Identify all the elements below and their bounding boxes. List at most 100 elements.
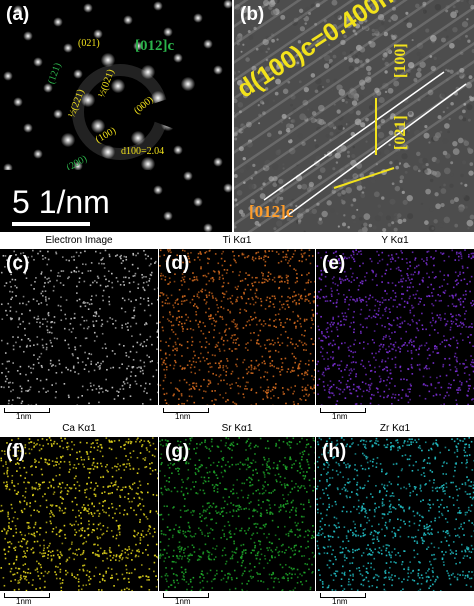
map-pixel <box>303 318 306 321</box>
map-pixel <box>69 463 71 466</box>
map-pixel <box>181 355 183 357</box>
map-pixel <box>389 311 391 314</box>
map-pixel <box>406 344 408 347</box>
map-pixel <box>389 372 392 375</box>
map-pixel <box>140 534 143 536</box>
map-pixel <box>259 345 262 348</box>
map-pixel <box>448 295 451 297</box>
map-pixel <box>63 383 66 385</box>
lattice-dot <box>365 140 368 143</box>
map-pixel <box>166 440 169 442</box>
map-pixel <box>326 300 329 302</box>
lattice-dot <box>399 187 404 192</box>
map-pixel <box>50 326 53 329</box>
map-pixel <box>383 380 385 382</box>
map-pixel <box>246 440 248 442</box>
map-pixel <box>88 523 90 526</box>
lattice-dot <box>276 220 283 227</box>
map-pixel <box>7 511 9 514</box>
map-pixel <box>28 438 31 440</box>
map-pixel <box>206 524 208 527</box>
map-pixel <box>236 337 239 340</box>
map-pixel <box>392 299 395 301</box>
map-pixel <box>183 576 185 578</box>
map-pixel <box>161 301 164 303</box>
map-pixel <box>332 351 334 353</box>
map-pixel <box>129 440 132 443</box>
map-pixel <box>216 345 219 347</box>
lattice-dot <box>250 198 256 204</box>
lattice-dot <box>446 106 449 110</box>
map-pixel <box>268 305 270 308</box>
map-pixel <box>342 253 345 255</box>
map-pixel <box>219 315 222 318</box>
map-pixel <box>229 444 232 447</box>
lattice-dot <box>435 203 441 210</box>
map-pixel <box>61 497 64 500</box>
map-pixel <box>379 317 382 319</box>
map-pixel <box>56 457 58 460</box>
map-pixel <box>130 507 132 509</box>
map-pixel <box>458 324 461 327</box>
map-pixel <box>465 310 467 312</box>
map-pixel <box>256 276 258 279</box>
map-pixel <box>121 573 124 576</box>
map-pixel <box>392 344 395 346</box>
map-pixel <box>360 300 362 303</box>
map-pixel <box>359 388 362 391</box>
map-pixel <box>212 278 215 281</box>
map-pixel <box>177 546 180 549</box>
lattice-dot <box>295 163 299 167</box>
map-pixel <box>286 318 288 320</box>
panel-c-label: (c) <box>6 253 30 274</box>
title-c: Electron Image <box>45 235 113 246</box>
map-pixel <box>118 527 121 530</box>
map-pixel <box>459 333 462 335</box>
map-pixel <box>39 505 42 507</box>
map-pixel <box>231 463 234 466</box>
map-pixel <box>53 440 56 443</box>
lattice-dot <box>234 115 237 119</box>
map-pixel <box>250 339 252 342</box>
map-pixel <box>287 484 290 487</box>
map-pixel <box>299 295 302 298</box>
lattice-dot <box>263 179 267 183</box>
map-pixel <box>46 506 48 509</box>
map-pixel <box>308 499 310 501</box>
map-pixel <box>181 273 184 275</box>
map-pixel <box>211 390 214 392</box>
map-pixel <box>38 562 40 565</box>
map-pixel <box>176 388 179 390</box>
lattice-dot <box>262 38 269 46</box>
map-pixel <box>471 365 474 368</box>
map-pixel <box>102 299 104 302</box>
map-pixel <box>108 549 111 551</box>
lattice-dot <box>360 193 366 199</box>
map-pixel <box>308 558 311 560</box>
map-pixel <box>280 483 283 486</box>
map-pixel <box>378 345 381 347</box>
map-pixel <box>183 403 185 405</box>
map-pixel <box>120 262 123 264</box>
lattice-dot <box>394 185 401 192</box>
map-pixel <box>271 279 274 281</box>
map-pixel <box>208 331 210 333</box>
lattice-dot <box>393 159 400 166</box>
lattice-dot <box>245 165 251 171</box>
diffraction-spot <box>140 64 156 80</box>
map-pixel <box>146 579 148 581</box>
map-pixel <box>251 318 253 321</box>
map-pixel <box>291 352 294 355</box>
map-pixel <box>44 282 46 284</box>
map-pixel <box>373 356 375 359</box>
diffraction-spot <box>90 118 106 134</box>
map-pixel <box>106 526 109 529</box>
map-pixel <box>172 579 175 582</box>
map-pixel <box>248 444 251 447</box>
map-pixel <box>459 301 462 303</box>
map-pixel <box>395 295 397 298</box>
map-pixel <box>235 348 238 350</box>
map-pixel <box>361 280 363 282</box>
map-pixel <box>40 566 43 569</box>
map-pixel <box>40 292 43 295</box>
